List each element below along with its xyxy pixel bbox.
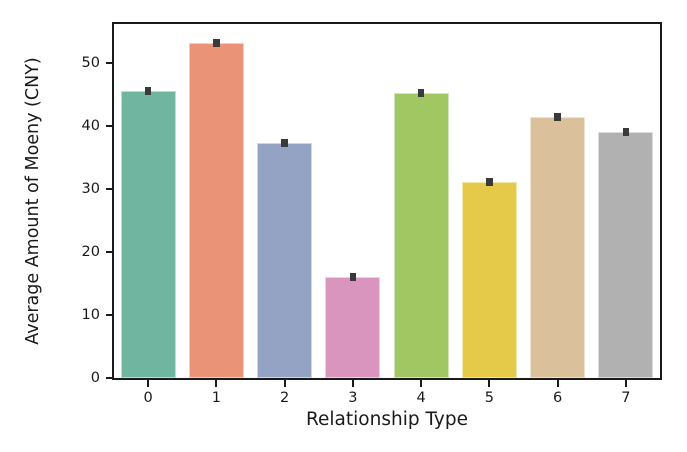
y-tick-mark: [106, 125, 113, 128]
bar-category-1: [189, 43, 244, 378]
bar-category-6: [530, 117, 585, 378]
y-tick-mark: [106, 377, 113, 379]
x-tick-label: 2: [280, 390, 290, 406]
y-tick-label: 20: [81, 244, 100, 261]
error-bar-category-7: [622, 128, 630, 136]
bar-category-3: [325, 277, 380, 378]
error-bar-category-2: [281, 139, 288, 147]
error-bar-category-6: [554, 113, 561, 121]
y-tick-mark: [106, 251, 113, 254]
error-bar-category-1: [213, 39, 220, 47]
y-tick-mark: [106, 314, 113, 316]
error-bar-category-4: [417, 89, 425, 97]
bar-category-7: [598, 132, 653, 378]
x-tick-label: 5: [484, 390, 494, 406]
x-tick-mark: [351, 380, 354, 387]
x-tick-label: 1: [211, 390, 221, 406]
bar-category-2: [257, 143, 312, 378]
x-tick-mark: [147, 380, 150, 387]
error-bar-category-0: [144, 87, 152, 95]
x-tick-mark: [556, 380, 559, 387]
error-bar-category-5: [486, 178, 493, 186]
y-tick-label: 30: [81, 181, 100, 198]
y-tick-label: 40: [81, 118, 100, 135]
x-axis-label: Relationship Type: [306, 409, 468, 430]
x-tick-mark: [283, 380, 286, 387]
bar-category-4: [394, 93, 449, 378]
x-tick-label: 6: [553, 390, 563, 406]
y-tick-label: 0: [90, 370, 100, 386]
bar-category-5: [462, 182, 517, 378]
y-tick-mark: [106, 188, 113, 191]
x-tick-mark: [420, 380, 423, 387]
x-tick-mark: [624, 380, 627, 387]
y-tick-label: 10: [81, 307, 100, 323]
x-tick-label: 0: [143, 390, 153, 406]
y-tick-label: 50: [81, 55, 100, 72]
bar-category-0: [121, 91, 176, 378]
x-tick-label: 3: [348, 390, 358, 406]
y-axis-label: Average Amount of Moeny (CNY): [23, 57, 43, 345]
x-tick-mark: [488, 380, 491, 387]
error-bar-category-3: [349, 273, 357, 281]
x-tick-label: 7: [621, 390, 631, 406]
plot-area: [112, 22, 662, 380]
x-tick-mark: [215, 380, 218, 387]
y-tick-mark: [106, 62, 113, 65]
x-tick-label: 4: [416, 390, 426, 406]
